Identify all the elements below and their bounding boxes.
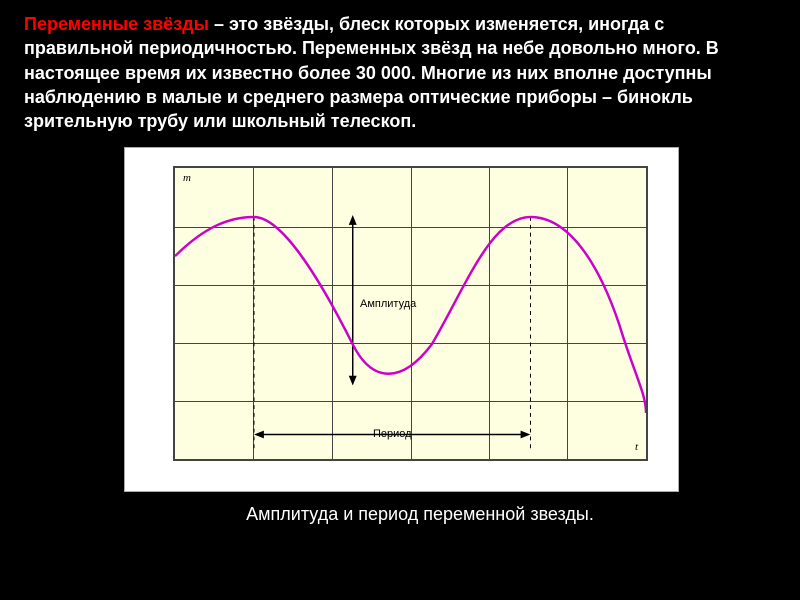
chart-container: m t Амплитуда Период	[124, 147, 679, 492]
chart-plot-area: m t Амплитуда Период	[173, 166, 648, 461]
period-arrow-head-right	[521, 431, 531, 439]
intro-paragraph: Переменные звёзды – это звёзды, блеск ко…	[24, 12, 776, 133]
period-label: Период	[373, 428, 412, 440]
amplitude-label: Амплитуда	[360, 298, 416, 310]
light-curve-svg	[175, 168, 646, 459]
slide-root: Переменные звёзды – это звёзды, блеск ко…	[0, 0, 800, 600]
period-arrow-head-left	[254, 431, 264, 439]
amplitude-arrow-head-down	[349, 376, 357, 386]
amplitude-arrow-head-up	[349, 216, 357, 226]
chart-caption: Амплитуда и период переменной звезды.	[64, 504, 776, 525]
light-curve	[175, 217, 646, 413]
term-variable-stars: Переменные звёзды	[24, 14, 209, 34]
